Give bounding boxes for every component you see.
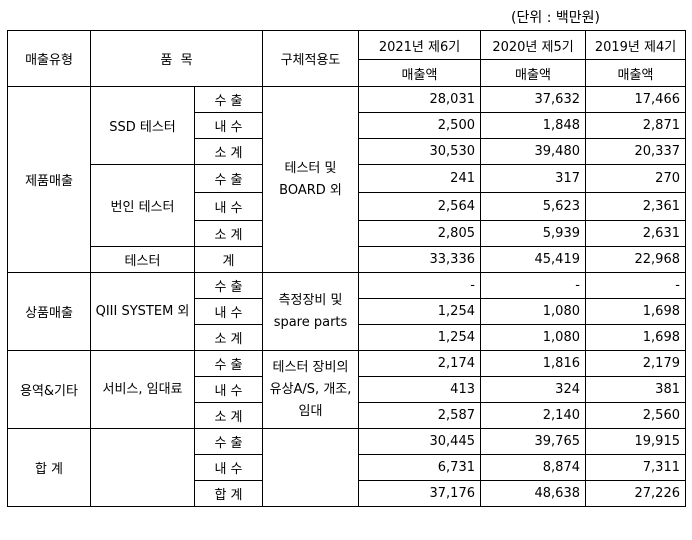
- item-ssd-tester: SSD 테스터: [90, 86, 195, 165]
- sub-domestic: 내 수: [194, 192, 263, 221]
- header-type: 매출유형: [7, 30, 91, 87]
- value-cell: 381: [585, 376, 686, 403]
- value-cell: 2,560: [585, 402, 686, 429]
- item-tester: 테스터: [90, 246, 195, 273]
- usage-product: 테스터 및 BOARD 외: [262, 86, 359, 273]
- header-amount: 매출액: [358, 59, 481, 87]
- usage-empty: [262, 428, 359, 507]
- usage-service: 테스터 장비의 유상A/S, 개조, 임대: [262, 350, 359, 429]
- value-cell: 1,080: [480, 298, 586, 325]
- header-item: 품 목: [90, 30, 263, 87]
- value-cell: 37,632: [480, 86, 586, 113]
- value-cell: 19,915: [585, 428, 686, 455]
- value-cell: 39,480: [480, 138, 586, 165]
- group-goods: 상품매출: [7, 272, 91, 351]
- sub-total: 합 계: [194, 480, 263, 507]
- value-cell: 324: [480, 376, 586, 403]
- value-cell: 45,419: [480, 246, 586, 273]
- group-service: 용역&기타: [7, 350, 91, 429]
- group-sum: 합 계: [7, 428, 91, 507]
- group-product: 제품매출: [7, 86, 91, 273]
- value-cell: 5,623: [480, 192, 586, 221]
- value-cell: 2,805: [358, 220, 481, 247]
- sub-export: 수 출: [194, 428, 263, 455]
- value-cell: 33,336: [358, 246, 481, 273]
- sub-subtotal: 소 계: [194, 138, 263, 165]
- value-cell: 2,587: [358, 402, 481, 429]
- usage-goods: 측정장비 및 spare parts: [262, 272, 359, 351]
- value-cell: 1,698: [585, 324, 686, 351]
- sales-table: 매출유형 품 목 구체적용도 2021년 제6기 2020년 제5기 2019년…: [7, 30, 686, 507]
- value-cell: 2,179: [585, 350, 686, 377]
- value-cell: 30,445: [358, 428, 481, 455]
- value-cell: -: [585, 272, 686, 299]
- value-cell: 413: [358, 376, 481, 403]
- item-qiii-system: QIII SYSTEM 외: [90, 272, 195, 351]
- value-cell: 270: [585, 164, 686, 193]
- item-service-rental: 서비스, 임대료: [90, 350, 195, 429]
- unit-note: (단위 : 백만원): [511, 10, 600, 26]
- value-cell: 5,939: [480, 220, 586, 247]
- value-cell: 2,361: [585, 192, 686, 221]
- value-cell: 7,311: [585, 454, 686, 481]
- value-cell: 2,174: [358, 350, 481, 377]
- value-cell: 39,765: [480, 428, 586, 455]
- sub-domestic: 내 수: [194, 376, 263, 403]
- value-cell: 37,176: [358, 480, 481, 507]
- header-amount: 매출액: [480, 59, 586, 87]
- value-cell: 20,337: [585, 138, 686, 165]
- value-cell: 22,968: [585, 246, 686, 273]
- value-cell: 8,874: [480, 454, 586, 481]
- value-cell: 17,466: [585, 86, 686, 113]
- value-cell: 2,564: [358, 192, 481, 221]
- value-cell: 1,080: [480, 324, 586, 351]
- value-cell: 1,698: [585, 298, 686, 325]
- value-cell: 1,254: [358, 298, 481, 325]
- sub-export: 수 출: [194, 86, 263, 113]
- value-cell: 2,500: [358, 112, 481, 139]
- sub-subtotal: 소 계: [194, 220, 263, 247]
- header-year-2020: 2020년 제5기: [480, 30, 586, 60]
- sub-domestic: 내 수: [194, 112, 263, 139]
- header-usage: 구체적용도: [262, 30, 359, 87]
- header-year-2019: 2019년 제4기: [585, 30, 686, 60]
- sub-domestic: 내 수: [194, 454, 263, 481]
- value-cell: 241: [358, 164, 481, 193]
- sub-subtotal: 소 계: [194, 324, 263, 351]
- item-burnin-tester: 번인 테스터: [90, 164, 195, 247]
- value-cell: 48,638: [480, 480, 586, 507]
- value-cell: -: [480, 272, 586, 299]
- item-empty: [90, 428, 195, 507]
- sub-export: 수 출: [194, 350, 263, 377]
- value-cell: 1,254: [358, 324, 481, 351]
- value-cell: 28,031: [358, 86, 481, 113]
- header-amount: 매출액: [585, 59, 686, 87]
- value-cell: 1,848: [480, 112, 586, 139]
- value-cell: 1,816: [480, 350, 586, 377]
- sub-subtotal: 소 계: [194, 402, 263, 429]
- header-year-2021: 2021년 제6기: [358, 30, 481, 60]
- value-cell: 6,731: [358, 454, 481, 481]
- value-cell: 317: [480, 164, 586, 193]
- value-cell: 30,530: [358, 138, 481, 165]
- value-cell: -: [358, 272, 481, 299]
- value-cell: 2,631: [585, 220, 686, 247]
- sub-domestic: 내 수: [194, 298, 263, 325]
- value-cell: 2,140: [480, 402, 586, 429]
- sub-export: 수 출: [194, 164, 263, 193]
- value-cell: 27,226: [585, 480, 686, 507]
- sub-total-short: 계: [194, 246, 263, 273]
- value-cell: 2,871: [585, 112, 686, 139]
- sub-export: 수 출: [194, 272, 263, 299]
